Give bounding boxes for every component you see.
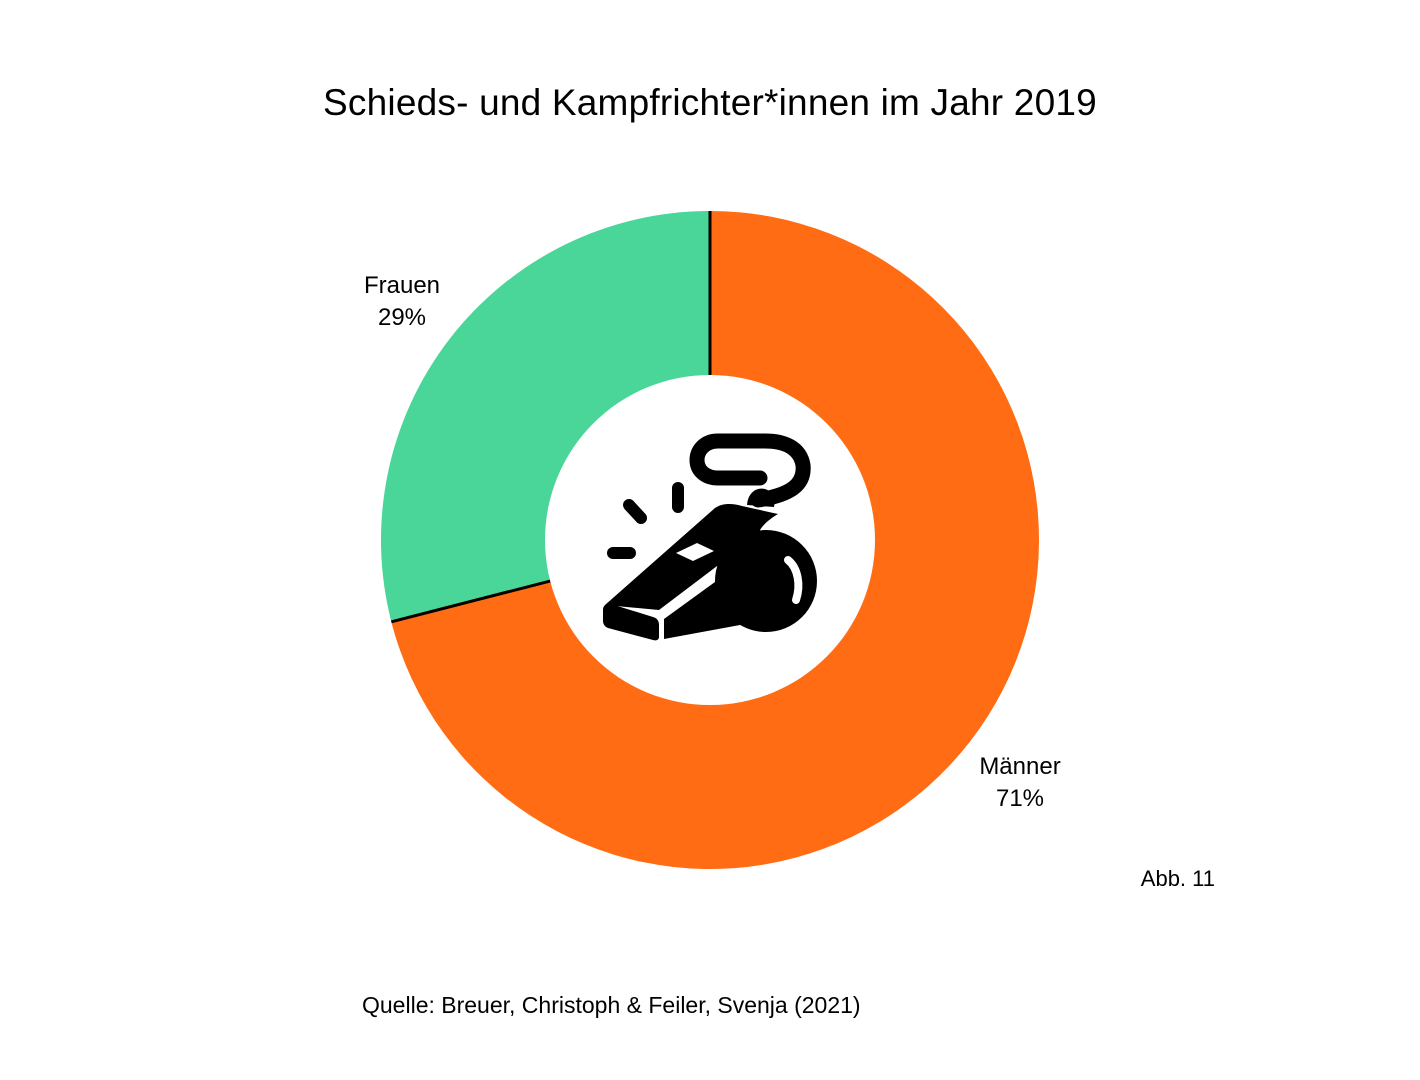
slice-label-frauen-value: 29% bbox=[377, 304, 427, 331]
slice-label-frauen: Frauen 29% bbox=[342, 270, 462, 334]
figure-number: Abb. 11 bbox=[1140, 866, 1215, 891]
slice-label-maenner-name: Männer bbox=[979, 753, 1061, 780]
separators-group bbox=[390, 211, 712, 624]
slice-label-frauen-name: Frauen bbox=[363, 272, 441, 299]
slice-label-maenner-value: 71% bbox=[995, 785, 1045, 812]
source-note: Quelle: Breuer, Christoph & Feiler, Sven… bbox=[362, 992, 861, 1018]
slice-separator bbox=[390, 575, 566, 624]
slice-label-maenner: Männer 71% bbox=[955, 751, 1085, 815]
whistle-icon bbox=[603, 433, 817, 641]
chart-title: Schieds- und Kampfrichter*innen im Jahr … bbox=[323, 82, 1097, 123]
